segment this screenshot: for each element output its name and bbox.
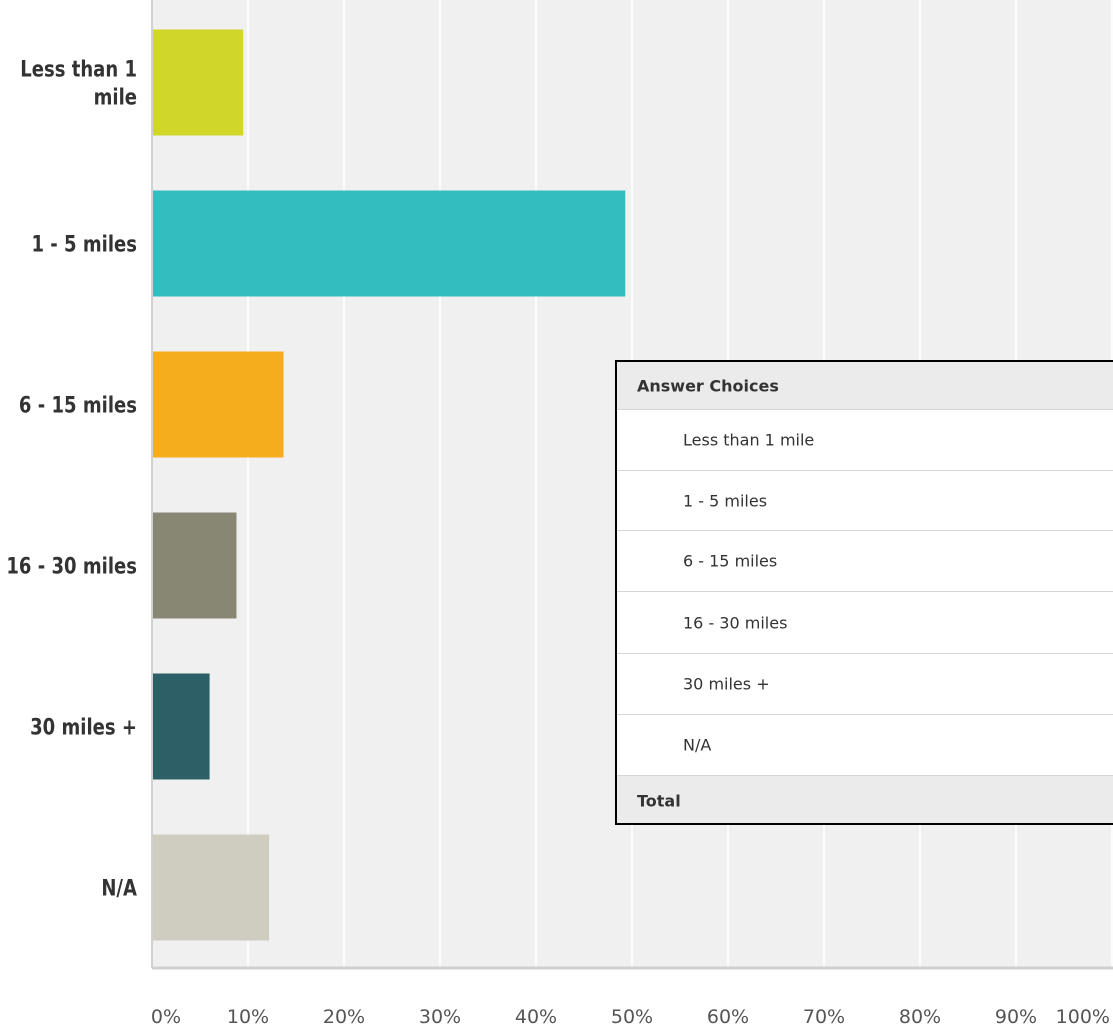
x-tick-label: 40%	[515, 1006, 557, 1028]
x-tick-label: 30%	[419, 1006, 461, 1028]
axes	[151, 0, 1113, 970]
table-total-row: Total	[617, 776, 1113, 823]
table-header-row: Answer Choices	[617, 362, 1113, 410]
x-tick-label: 100%	[1056, 1006, 1110, 1028]
table-row: 6 - 15 miles	[617, 531, 1113, 592]
table-row: N/A	[617, 715, 1113, 776]
x-tick-label: 50%	[611, 1006, 653, 1028]
bar	[152, 673, 210, 780]
answer-choices-table: Answer Choices Less than 1 mile 1 - 5 mi…	[615, 360, 1113, 825]
table-row: 16 - 30 miles	[617, 592, 1113, 654]
table-total-label: Total	[637, 791, 681, 810]
category-label: 16 - 30 miles	[6, 553, 137, 579]
table-row-label: Less than 1 mile	[683, 430, 815, 450]
table-row: 30 miles +	[617, 654, 1113, 715]
x-tick-label: 60%	[707, 1006, 749, 1028]
table-row-label: 16 - 30 miles	[683, 613, 788, 632]
bar	[152, 351, 284, 458]
table-row-label: 1 - 5 miles	[683, 491, 768, 510]
category-label: 1 - 5 miles	[31, 231, 137, 257]
bar	[152, 834, 270, 941]
table-row: Less than 1 mile	[617, 410, 1113, 471]
bars	[152, 29, 626, 941]
x-tick-label: 0%	[151, 1006, 181, 1028]
x-tick-label: 80%	[899, 1006, 941, 1028]
category-label: mile	[94, 84, 137, 110]
x-tick-label: 20%	[323, 1006, 365, 1028]
bar	[152, 29, 244, 136]
x-tick-label: 10%	[227, 1006, 269, 1028]
x-tick-label: 70%	[803, 1006, 845, 1028]
category-label: 6 - 15 miles	[19, 392, 137, 418]
bar	[152, 190, 626, 297]
table-row: 1 - 5 miles	[617, 471, 1113, 531]
category-label: Less than 1	[20, 56, 137, 82]
category-label: N/A	[101, 875, 137, 901]
table-row-label: 30 miles +	[683, 674, 770, 694]
x-tick-labels: 0% 10% 20% 30% 40% 50% 60% 70% 80% 90% 100%	[151, 1006, 1110, 1028]
x-tick-label: 90%	[995, 1006, 1037, 1028]
table-row-label: 6 - 15 miles	[683, 551, 778, 571]
bar	[152, 512, 237, 619]
table-row-label: N/A	[683, 735, 712, 755]
category-label: 30 miles +	[30, 714, 137, 740]
table-header-answer-choices: Answer Choices	[637, 376, 779, 395]
